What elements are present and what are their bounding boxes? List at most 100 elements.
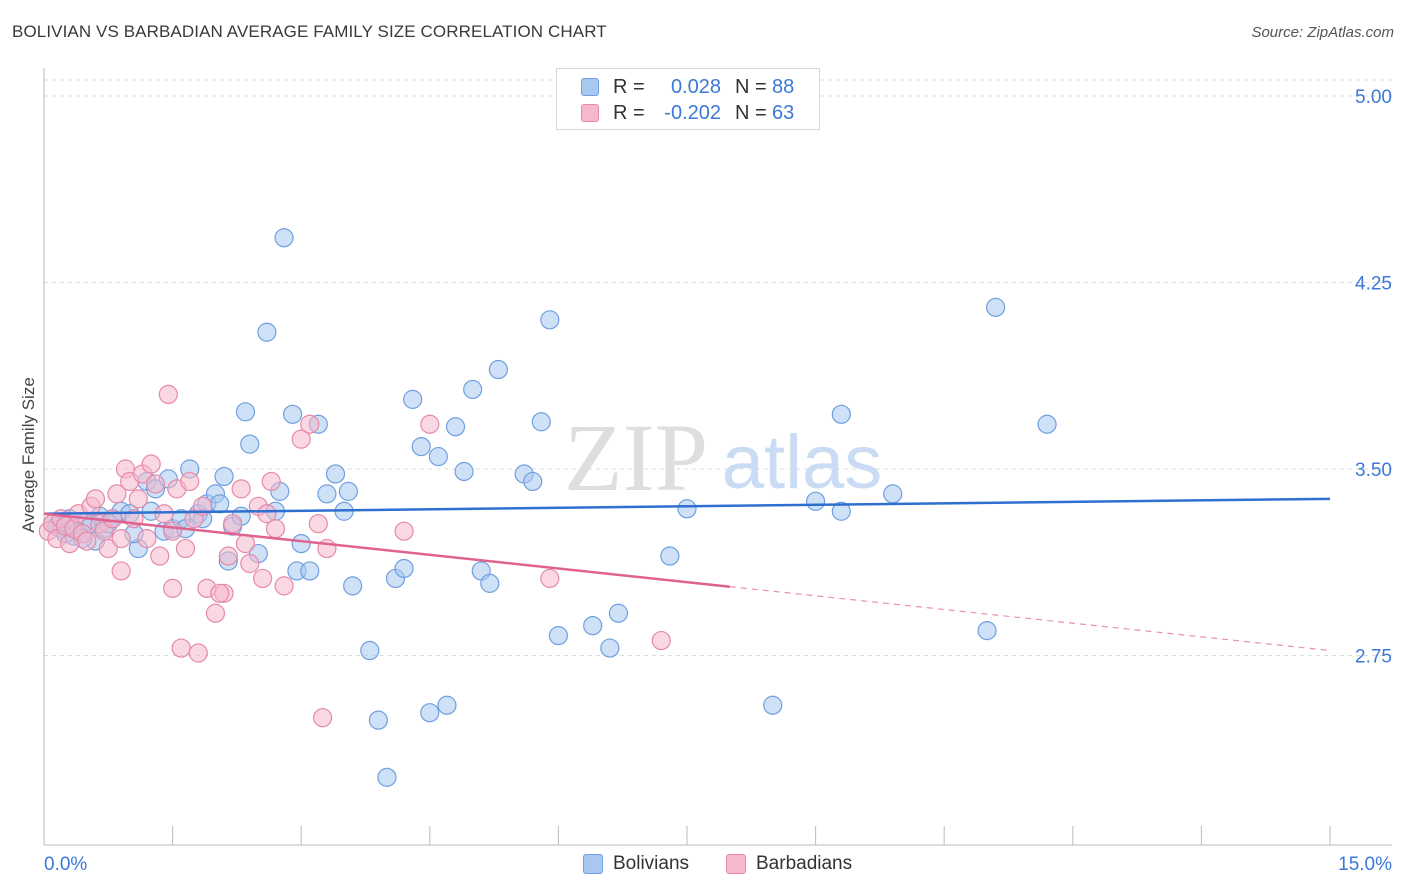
watermark-zip: ZIP [564, 404, 708, 511]
bolivian-point [420, 703, 440, 723]
bolivian-point [274, 228, 294, 248]
n-value: 63 [772, 102, 795, 124]
barbadian-point [261, 471, 281, 492]
y-tick-label: 2.75 [1355, 647, 1392, 668]
bolivian-point [1037, 414, 1057, 434]
bolivian-point [883, 484, 903, 504]
barbadian-point [420, 414, 440, 434]
barbadian-point [137, 529, 157, 549]
barbadian-point [240, 553, 260, 574]
bolivian-point [394, 558, 414, 579]
bolivian-point [480, 573, 500, 593]
tick-labels-layer: 2.75 3.50 4.25 5.00 0.0% 15.0% [44, 87, 1392, 875]
bolivian-point [463, 379, 483, 400]
barbadian-trendline [43, 512, 730, 588]
bolivian-point [763, 695, 783, 715]
x-tick-label-max: 15.0% [1338, 854, 1392, 875]
barbadian-point [313, 708, 333, 728]
bolivian-point [214, 466, 234, 487]
bolivian-point [523, 471, 543, 492]
barbadian-point [394, 521, 414, 541]
bolivian-point [428, 446, 448, 467]
bolivian-point [360, 640, 380, 661]
barbadian-point [77, 531, 97, 551]
bolivian-point [300, 561, 320, 581]
barbadian-point [128, 489, 148, 509]
bolivian-point [986, 297, 1006, 317]
bolivian-point [343, 576, 363, 596]
barbadians-legend-label: Barbadians [756, 853, 853, 874]
barbadian-point [253, 568, 273, 589]
bolivian-point [368, 710, 388, 730]
legend-item-barbadians[interactable]: Barbadians [726, 852, 876, 876]
barbadian-point [291, 429, 311, 449]
barbadian-point [107, 484, 127, 504]
x-tick-label-min: 0.0% [44, 854, 87, 875]
r-value: 0.028 [670, 76, 721, 98]
bolivian-point [548, 626, 569, 646]
bolivian-point [831, 404, 851, 424]
watermark-atlas: atlas [722, 420, 883, 505]
n-label: N = [735, 102, 767, 124]
bolivian-point [600, 638, 620, 658]
barbadian-point [231, 479, 251, 499]
bolivian-point [660, 546, 680, 566]
barbadian-point [188, 643, 208, 663]
y-axis-label: Average Family Size [19, 377, 38, 533]
barbadian-point [98, 538, 118, 559]
barbadian-point [308, 514, 328, 534]
barbadian-point [85, 489, 106, 509]
bolivian-point [540, 310, 560, 330]
barbadian-point [300, 414, 320, 434]
barbadian-point [265, 519, 286, 539]
bolivian-trendline [43, 497, 1331, 516]
barbadian-point [205, 603, 226, 623]
bolivian-point [805, 491, 826, 511]
n-label: N = [735, 76, 767, 98]
barbadian-point [651, 630, 671, 651]
trend-layer [43, 497, 1331, 652]
bolivian-point [454, 461, 474, 482]
legend-item-bolivians[interactable]: Bolivians [583, 852, 713, 876]
y-tick-label: 3.50 [1355, 460, 1392, 481]
barbadian-point [158, 384, 178, 404]
bolivian-point [677, 499, 697, 519]
bolivian-point [283, 404, 303, 424]
barbadian-trendline-extension [729, 586, 1331, 652]
barbadian-point [163, 578, 183, 598]
bolivian-point [445, 417, 466, 437]
barbadian-point [218, 546, 238, 566]
r-label: R = [613, 76, 645, 98]
r-label: R = [613, 102, 645, 124]
bolivians-swatch [581, 78, 599, 96]
barbadian-point [257, 504, 277, 524]
barbadian-point [210, 583, 230, 603]
barbadian-point [145, 474, 166, 494]
bolivians-legend-swatch [583, 854, 603, 874]
barbadian-point [150, 546, 170, 566]
barbadian-point [274, 576, 294, 596]
bolivian-point [488, 359, 508, 380]
bolivians-legend-label: Bolivians [613, 853, 690, 874]
bolivian-point [377, 767, 397, 787]
barbadian-point [163, 521, 183, 541]
bolivian-point [583, 616, 603, 636]
bolivian-point [531, 412, 551, 432]
correlation-legend: R = 0.028 N = 88 R = -0.202 N = 63 [556, 68, 820, 130]
bolivian-point [437, 695, 457, 715]
bolivian-point [325, 464, 346, 484]
bolivian-point [235, 402, 256, 422]
chart-title: BOLIVIAN VS BARBADIAN AVERAGE FAMILY SIZ… [12, 22, 607, 41]
bolivian-point [291, 533, 311, 554]
barbadian-point [111, 529, 131, 549]
y-tick-label: 4.25 [1355, 274, 1392, 295]
bolivian-point [403, 389, 423, 409]
bolivian-point [608, 603, 629, 623]
barbadian-point [141, 454, 161, 474]
axes-layer [43, 68, 1392, 846]
barbadian-point [171, 638, 191, 658]
barbadian-point [223, 514, 243, 534]
barbadian-point [540, 568, 560, 589]
y-tick-label: 5.00 [1355, 87, 1392, 108]
